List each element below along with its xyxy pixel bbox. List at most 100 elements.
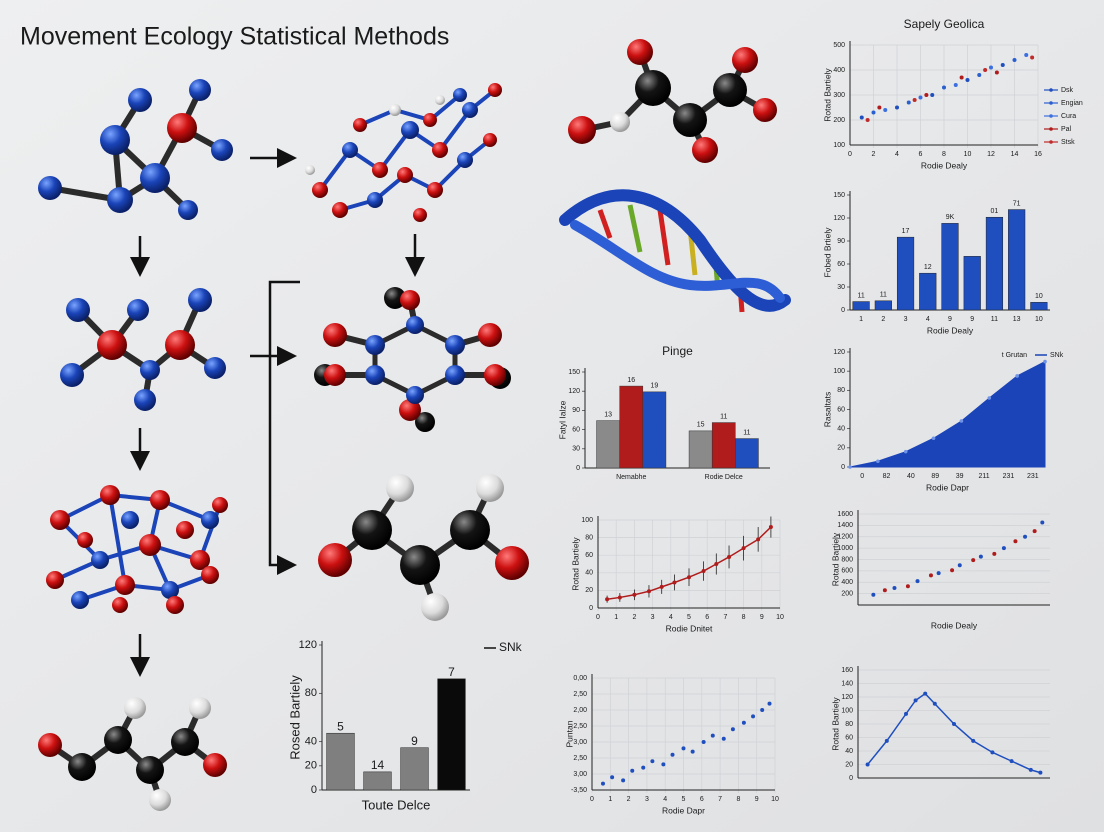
bar-annotation: 11 [743,429,750,436]
y-tick-label: 100 [833,368,845,375]
line-point [701,569,706,574]
x-tick-label: 7 [718,796,722,803]
bar [437,678,466,791]
x-tick-label: 1 [614,614,618,621]
scatter-point [1023,534,1028,539]
y-axis-label: Rotad Bartiely [830,532,840,586]
bar [735,438,759,469]
legend-label: Pal [1061,126,1072,133]
y-tick-label: 100 [833,142,845,149]
x-tick-label: 10 [771,796,779,803]
y-tick-label: 20 [305,760,317,772]
legend-swatch [1049,114,1053,118]
line-point [952,722,956,726]
x-tick-label: 4 [663,796,667,803]
y-tick-label: 0 [841,464,845,471]
x-tick-label: 231 [1027,473,1039,480]
y-tick-label: 600 [841,568,853,575]
x-tick-label: 89 [931,473,939,480]
bar [1008,209,1026,311]
bar-annotation: 10 [1035,293,1043,300]
scatter-point [957,563,962,568]
bar [941,223,959,311]
x-tick-label: 9 [755,796,759,803]
x-tick-label: 5 [682,796,686,803]
y-tick-label: 60 [572,426,580,433]
x-tick-label: 8 [736,796,740,803]
scatter-point [681,746,686,751]
scatter-point [905,584,910,589]
x-tick-label: 211 [978,473,989,480]
line-point [904,711,908,716]
y-tick-label: 200 [841,590,853,597]
note: t Grutan [1002,352,1027,359]
scatter-point [751,714,756,719]
scatter-point [641,765,646,770]
area-point [1043,359,1047,364]
y-tick-label: 0 [841,307,845,314]
x-tick-label: 11 [991,316,998,323]
x-tick-label: 82 [883,473,891,480]
line-point [632,592,637,597]
y-axis-label: Rasaltats [822,392,832,427]
y-tick-label: 120 [833,215,845,222]
scatter-point [978,554,983,559]
y-tick-label: 20 [837,445,845,452]
y-tick-label: 120 [299,639,317,651]
legend-swatch [1049,88,1053,92]
x-tick-label: 2 [632,614,636,621]
x-tick-label: Rodie Delce [705,474,743,481]
y-tick-label: 60 [845,734,853,741]
scatter-point [1013,539,1018,544]
y-tick-label: 3,00 [573,739,587,746]
y-tick-label: 2,50 [573,723,587,730]
bar-annotation: 71 [1013,200,1021,207]
dna-helix [559,189,791,313]
line-point [1009,759,1014,764]
legend-swatch [1049,140,1053,144]
legend-label: Engian [1061,100,1083,107]
x-tick-label: 9 [760,614,764,621]
area-point [959,419,964,423]
scatter-point [1001,546,1006,551]
y-tick-label: 100 [581,517,593,524]
scatter-point [883,108,888,112]
scatter-point [942,85,946,90]
y-tick-label: 2,00 [573,707,587,714]
x-tick-label: 3 [651,614,655,621]
scatter-point [621,778,626,783]
y-tick-label: 30 [837,284,845,291]
x-tick-label: 12 [987,151,995,158]
scatter-point [1040,520,1045,525]
line-point [659,584,664,589]
scatter-point [912,98,917,102]
legend-label: SNk [499,640,523,654]
scatter-point [930,93,935,97]
y-axis-label: Rotad Bartiely [570,537,580,591]
x-tick-label: 40 [907,473,915,480]
scatter-point [661,762,666,767]
y-tick-label: 500 [833,42,845,49]
bar-annotation: 11 [720,413,727,420]
scatter-point [865,118,870,122]
area-point [903,449,908,454]
x-axis-label: Rodie Dapr [926,482,969,492]
x-tick-label: 3 [645,796,649,803]
scatter-point [871,592,876,597]
scatter-point [730,727,735,732]
scatter-point [992,551,997,556]
y-tick-label: 0 [589,605,593,612]
y-axis-label: Rotad Bartiely [830,697,840,751]
bar [852,301,870,311]
y-axis-label: Fatyl Ialze [557,400,567,439]
line-point [605,597,610,602]
y-tick-label: 800 [841,556,853,563]
scatter-point [965,78,970,82]
area-point [848,465,852,469]
x-tick-label: 4 [669,614,673,621]
bar [363,771,392,791]
x-tick-label: 16 [1034,151,1042,158]
scatter-point [928,573,933,578]
legend-label: Dsk [1061,87,1074,94]
x-axis-label: Toute Delce [362,797,431,812]
